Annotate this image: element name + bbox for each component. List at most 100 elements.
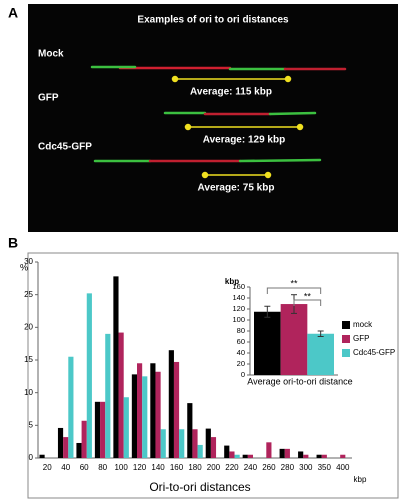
legend-label: Cdc45-GFP [353,348,395,357]
legend-label: mock [353,320,373,329]
x-tick-label: 260 [262,463,276,472]
bar [234,454,240,458]
bar [137,363,143,458]
sig-bracket [293,299,322,306]
bar [254,311,281,375]
bar [39,454,45,458]
row-label: GFP [38,93,59,104]
y-tick-label: 20 [237,359,245,368]
x-axis-title: Ori-to-ori distances [149,480,250,494]
bar [123,397,129,458]
bar [94,401,101,458]
y-tick-label: 40 [237,348,245,357]
sig-label: ** [304,291,312,301]
y-axis-label: % [20,262,28,272]
bar [229,451,235,458]
x-tick-label: 350 [318,463,332,472]
bar [118,332,124,458]
bar [113,276,119,458]
arrows [171,75,304,179]
bar [316,454,322,458]
y-tick-label: 80 [237,326,245,335]
fibers [90,65,347,163]
bar [298,451,304,458]
x-tick-label: 120 [133,463,147,472]
bar [68,356,74,458]
panel-title: Examples of ori to ori distances [137,15,289,26]
row-average: Average: 129 kbp [203,135,285,146]
y-axis-label: kbp [225,277,239,286]
panel-label: B [8,235,18,251]
legend-swatch [342,335,350,343]
bar [192,429,198,458]
y-tick-label: 120 [232,304,245,313]
micrograph [28,4,398,232]
bar [247,454,253,458]
panel-frame [27,252,399,499]
y-tick-label: 5 [29,420,34,429]
bar [100,401,106,458]
sig-label: ** [290,278,298,288]
y-tick-label: 0 [29,453,34,462]
x-tick-label: 140 [151,463,165,472]
x-tick-label: 180 [188,463,202,472]
y-tick-label: 140 [232,293,245,302]
bar [105,333,111,458]
row-label: Cdc45-GFP [38,142,92,153]
bar [340,454,346,458]
y-tick-label: 160 [232,282,245,291]
y-tick-label: 60 [237,337,245,346]
y-tick-label: 20 [24,322,33,331]
x-tick-label: 240 [244,463,258,472]
bar [86,293,92,458]
bar [81,420,87,458]
bar [168,350,174,458]
bar [197,444,203,458]
row-label: Mock [38,49,64,60]
bar [210,437,217,458]
bar [284,448,290,458]
bar [179,429,185,458]
row-average: Average: 115 kbp [190,87,272,98]
bar [242,454,248,458]
bar [321,454,327,458]
x-tick-label: 60 [80,463,89,472]
x-tick-label: 400 [336,463,350,472]
bar [150,363,156,458]
sig-bracket [266,287,322,294]
x-tick-label: 280 [281,463,295,472]
bar [280,304,308,375]
bar [142,376,148,458]
bar [279,448,285,458]
x-tick-label: 220 [225,463,239,472]
y-tick-label: 0 [241,370,245,379]
bar [303,454,309,458]
bar [187,403,193,458]
x-tick-label: 160 [170,463,184,472]
bar [173,361,180,458]
bar [224,445,230,458]
bar [266,442,272,458]
legend-label: GFP [353,334,369,343]
y-tick-label: 100 [232,315,245,324]
bar [131,374,138,458]
x-tick-label: 40 [61,463,70,472]
y-tick-label: 30 [24,257,33,266]
row-average: Average: 75 kbp [198,183,275,194]
legend-swatch [342,349,350,357]
x-unit-label: kbp [354,475,367,484]
bar [76,442,82,458]
y-tick-label: 25 [24,290,33,299]
x-axis-title: Average ori-to-ori distance [247,376,352,386]
bar [155,371,161,458]
x-tick-label: 80 [98,463,107,472]
bar [205,428,211,458]
y-tick-label: 10 [24,388,33,397]
bar [160,429,166,458]
legend-swatch [342,321,350,329]
x-tick-label: 100 [114,463,128,472]
x-tick-label: 200 [207,463,221,472]
bar [57,427,64,458]
panel-label: A [8,5,18,21]
